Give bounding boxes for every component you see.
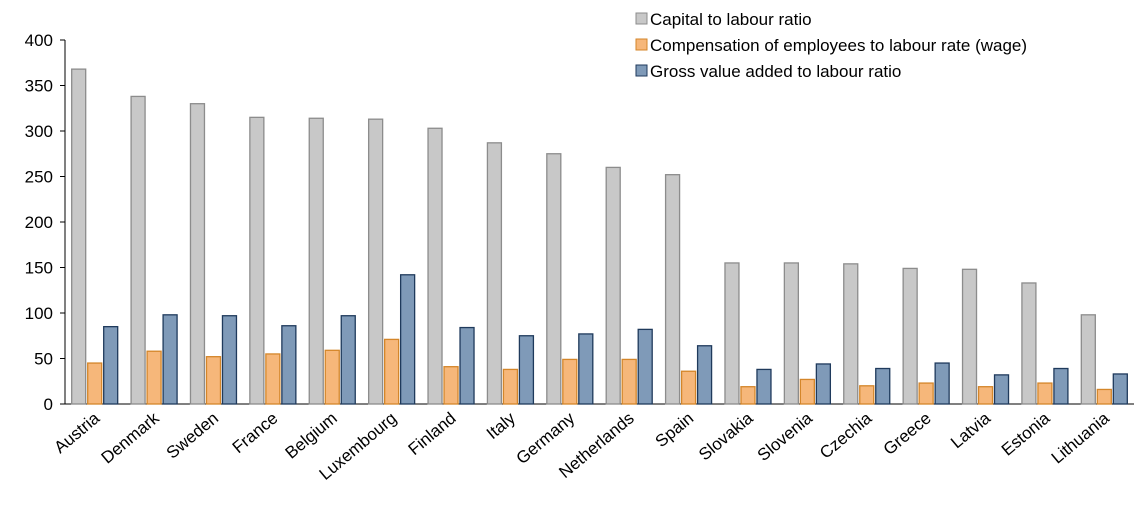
bar (562, 358, 578, 405)
bar (1080, 314, 1096, 405)
bar (756, 368, 772, 405)
bar (740, 386, 756, 405)
y-tick-label: 400 (25, 31, 53, 50)
bar (103, 325, 119, 405)
x-tick-label: Austria (51, 408, 104, 457)
x-tick-label: Denmark (98, 408, 163, 467)
y-tick-label: 0 (44, 395, 53, 414)
bar (265, 353, 281, 405)
bar (859, 385, 875, 405)
bar (383, 338, 400, 405)
bar (308, 117, 324, 405)
bar (993, 374, 1010, 405)
legend-swatch (635, 12, 648, 25)
bar (934, 362, 950, 405)
bar (724, 262, 740, 405)
x-tick-label: Slovakia (695, 408, 757, 464)
bar (664, 174, 681, 405)
legend-swatch (635, 38, 648, 51)
bar (502, 368, 519, 405)
bar (281, 325, 297, 405)
y-tick-label: 150 (25, 259, 53, 278)
x-tick-label: France (229, 409, 282, 458)
bar (443, 366, 459, 405)
legend-swatch (635, 64, 648, 77)
y-tick-label: 50 (34, 350, 53, 369)
bar (87, 362, 103, 405)
bar (130, 95, 146, 405)
y-tick-label: 200 (25, 213, 53, 232)
bar (918, 382, 934, 405)
x-tick-label: Latvia (947, 408, 994, 452)
bar (71, 68, 87, 405)
y-tick-label: 250 (25, 168, 53, 187)
bar (961, 268, 978, 405)
bar (427, 127, 443, 405)
bar (162, 314, 178, 405)
bar (1112, 373, 1128, 405)
legend-label: Capital to labour ratio (650, 10, 812, 29)
x-tick-label: Italy (483, 408, 519, 443)
x-tick-label: Finland (405, 409, 460, 459)
bar (324, 349, 340, 405)
bar (696, 345, 713, 405)
bar (546, 153, 562, 405)
bar (1096, 388, 1112, 405)
bar (1053, 367, 1069, 405)
bar (815, 363, 832, 405)
bar (621, 358, 637, 405)
x-tick-label: Estonia (998, 408, 1054, 459)
bar (875, 367, 891, 405)
y-tick-label: 300 (25, 122, 53, 141)
bar (399, 274, 416, 405)
bar (1021, 282, 1037, 405)
bar (605, 166, 621, 405)
bar (783, 262, 800, 405)
x-tick-label: Czechia (816, 408, 876, 462)
bar (249, 116, 265, 405)
legend-label: Compensation of employees to labour rate… (650, 36, 1027, 55)
bar (518, 335, 535, 405)
x-tick-label: Spain (652, 409, 698, 452)
x-tick-label: Sweden (163, 409, 222, 463)
bar (221, 315, 238, 405)
x-tick-label: Greece (880, 409, 935, 459)
bar (486, 142, 503, 405)
x-tick-label: Lithuania (1048, 408, 1113, 467)
bar (459, 326, 475, 405)
bar (680, 370, 697, 405)
bar (367, 118, 384, 405)
bar (340, 315, 356, 405)
bar (1037, 382, 1053, 405)
bar (799, 378, 816, 405)
bar (637, 328, 653, 405)
bar (205, 356, 222, 405)
bar (977, 386, 994, 405)
y-tick-label: 100 (25, 304, 53, 323)
legend-label: Gross value added to labour ratio (650, 62, 901, 81)
y-tick-label: 350 (25, 77, 53, 96)
bar (902, 267, 918, 405)
x-tick-label: Slovenia (754, 408, 817, 465)
bar (578, 333, 594, 405)
bar (189, 103, 206, 405)
bar (146, 350, 162, 405)
bar (843, 263, 859, 405)
